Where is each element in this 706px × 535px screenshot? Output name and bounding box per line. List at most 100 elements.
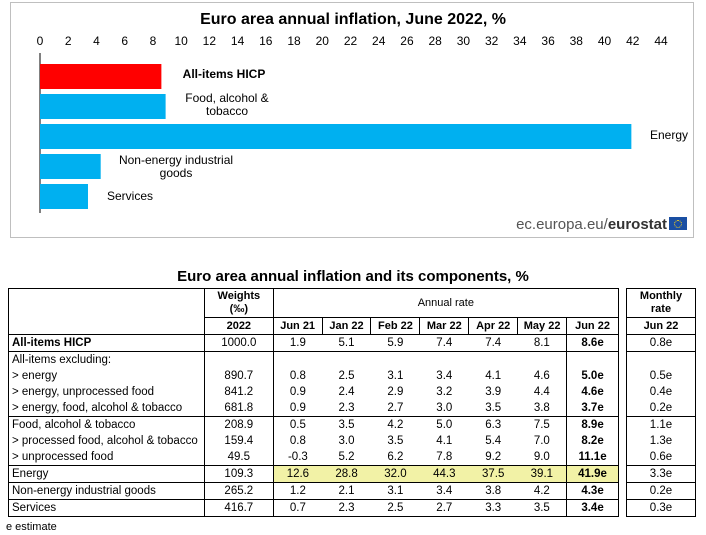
rate-cell: 0.7 [272,499,323,517]
rate-cell [517,351,568,368]
tick-label: 26 [400,34,414,48]
bar-category-label: All-items HICP [182,67,266,81]
rate-cell: 9.2 [468,449,518,466]
rate-cell: 2.4 [338,386,355,398]
table-row: > processed food, alcohol & tobacco 159.4… [8,433,619,449]
monthly-cell: 1.1e [626,416,696,433]
rate-cell [272,351,323,368]
rate-cell: 3.4e [566,499,619,517]
bar [40,124,632,149]
rate-cell: 2.3 [322,499,371,517]
monthly-row: 0.2e [626,400,696,417]
rate-cell [419,351,469,368]
tick-label: 30 [457,34,471,48]
tick-label: 8 [150,34,157,48]
rate-cell: 4.2 [517,482,568,500]
table-row: Energy 109.3 12.6 28.8 32.0 44.3 37.5 39.1 41.9e [8,465,619,483]
rate-cell: 3.8 [468,482,518,500]
rate-cell: 28.8 [322,465,371,483]
month-header-row: 2022 Jun 21 Jan 22 Feb 22 Mar 22 Apr 22 May 2… [9,317,619,335]
tick-label: 38 [570,34,584,48]
monthly-row: 0.4e [626,384,696,400]
table-row: All-items excluding: [8,351,619,368]
header-blank [8,288,205,335]
tick-label: 32 [485,34,499,48]
header-month: May 22 [517,317,568,335]
rate-cell: 7.5 [517,416,568,433]
monthly-cell [626,351,696,368]
tick-label: 14 [231,34,245,48]
rate-cell: 7.4 [468,334,518,352]
row-label: Energy [8,465,205,483]
rate-cell: 3.5 [468,400,518,417]
footnote: e estimate [6,521,57,533]
tick-label: 18 [287,34,301,48]
monthly-row: 0.3e [626,499,696,517]
rate-cell [468,351,518,368]
monthly-cell: 0.4e [626,384,696,400]
weight-cell: 109.3 [203,465,274,483]
weight-cell: 416.7 [203,499,274,517]
rate-cell: 4.1 [436,435,453,447]
monthly-row: 0.5e [626,368,696,384]
rate-cell: 11.1e [566,449,619,466]
rate-cell: 2.7 [370,400,420,417]
tick-label: 16 [259,34,273,48]
rate-cell: 3.5 [387,435,404,447]
rate-cell: 3.1 [387,370,404,382]
row-label: > energy, food, alcohol & tobacco [8,400,205,417]
rate-cell: -0.3 [272,449,323,466]
table-row: All-items HICP 1000.0 1.9 5.1 5.9 7.4 7.4 8.1 8.… [8,334,619,352]
rate-cell: 7.8 [419,449,469,466]
tick-label: 20 [316,34,330,48]
rate-cell: 44.3 [419,465,469,483]
bar [40,184,88,209]
rate-cell: 0.8 [272,433,323,449]
tick-label: 40 [598,34,612,48]
rate-cell: 3.7e [566,400,619,417]
monthly-row: 1.1e [626,416,696,433]
table-row: Non-energy industrial goods 265.2 1.2 2.1 3.… [8,482,619,500]
weight-cell [203,351,274,368]
rate-cell: 3.3 [468,499,518,517]
rate-cell: 1.9 [272,334,323,352]
rate-cell: 3.0 [338,435,355,447]
rate-cell: 1.2 [272,482,323,500]
bar-chart: 0 2 4 6 8 10 12 14 16 18 20 22 24 26 28 30 32 34 36 38 40 42 4… [37,34,668,213]
monthly-row: 0.2e [626,482,696,500]
rate-cell: 2.3 [322,400,371,417]
rate-cell: 3.8 [517,400,568,417]
weight-cell: 208.9 [203,416,274,433]
bar-category-label: Non-energy industrial goods [118,153,234,180]
table-row: Food, alcohol & tobacco 208.9 0.5 3.5 4.2 5.0… [8,416,619,433]
rate-cell: 0.9 [272,384,323,400]
rate-cell: 37.5 [468,465,518,483]
monthly-cell: 0.6e [626,449,696,466]
monthly-cell: 0.5e [626,368,696,384]
header-annual-rate: Annual rate [272,288,620,318]
header-month: Jun 21 [272,317,323,335]
rate-cell: 41.9e [566,465,619,483]
source-prefix: ec.europa.eu/ [516,216,608,233]
rate-cell: 3.5 [517,499,568,517]
rate-cell: 12.6 [272,465,323,483]
tick-label: 36 [541,34,555,48]
rate-cell: 8.2e [566,433,619,449]
header-month: Apr 22 [468,317,519,335]
rate-cell: 5.2 [322,449,371,466]
rate-cell [566,351,619,368]
header-month: Mar 22 [419,317,470,335]
table-row: > energy 890.7 0.8 2.5 3.1 3.4 4.1 4.6 5.0e [8,368,619,384]
rate-cell: 4.6 [517,368,568,384]
row-label: > energy [8,368,205,384]
rate-cell [322,351,371,368]
rate-cell: 3.4 [419,482,469,500]
rate-cell: 4.2 [370,416,420,433]
monthly-rate-table: Monthly rate Jun 22 0.8e 0.5e 0.4e 0.2e 1.1e… [626,288,696,517]
rate-cell: 3.9 [485,386,502,398]
eu-flag-icon [669,217,687,230]
rate-cell: 2.1 [322,482,371,500]
rate-cell: 0.9 [272,400,323,417]
rate-cell: 2.9 [387,386,404,398]
table-body: All-items HICP 1000.0 1.9 5.1 5.9 7.4 7.4 8.1 8.… [8,334,619,517]
